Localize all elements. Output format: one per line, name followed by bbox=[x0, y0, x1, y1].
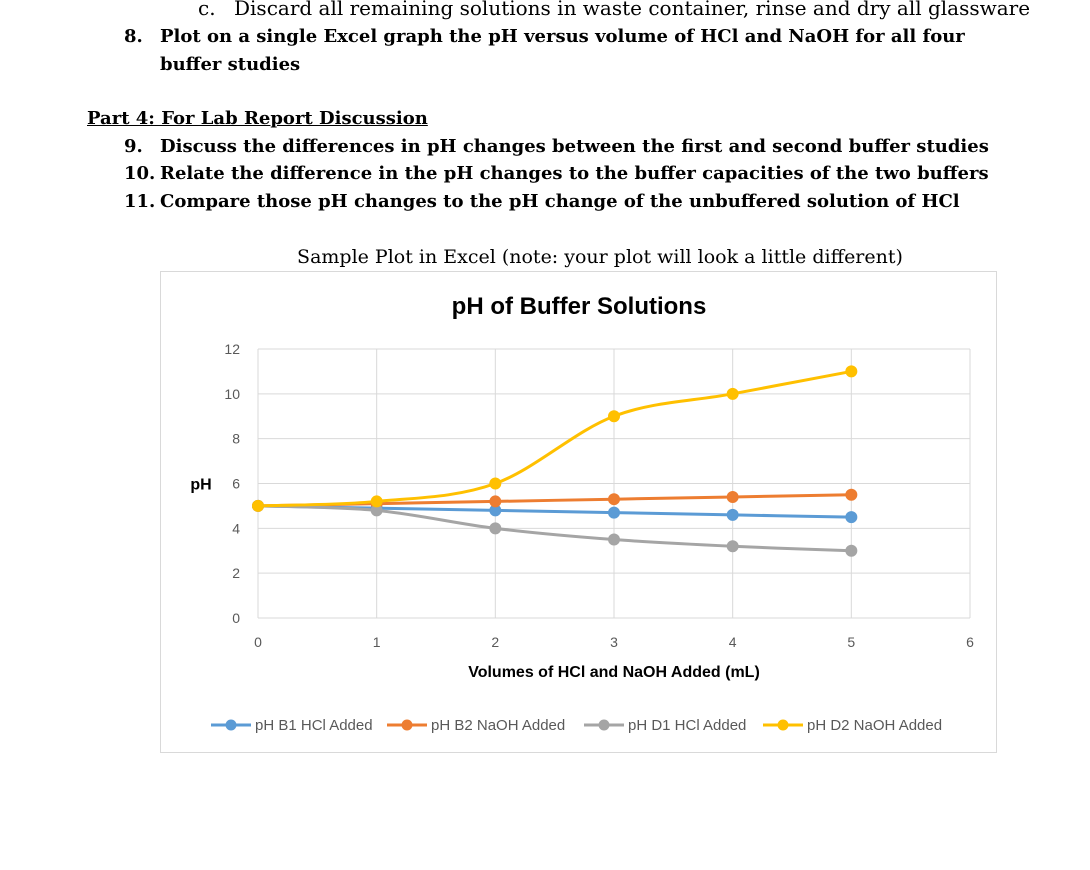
legend-swatch-marker bbox=[598, 719, 610, 731]
data-point-series-4 bbox=[252, 499, 264, 512]
data-point-series-1 bbox=[608, 506, 620, 519]
question-marker: 10. bbox=[124, 163, 156, 184]
y-tick-label: 6 bbox=[232, 476, 240, 492]
x-tick-label: 5 bbox=[847, 634, 855, 650]
series-line-4 bbox=[256, 369, 853, 508]
question-text: Relate the difference in the pH changes … bbox=[160, 163, 989, 184]
y-tick-label: 10 bbox=[224, 386, 240, 402]
y-tick-label: 4 bbox=[232, 520, 240, 536]
data-point-series-1 bbox=[845, 511, 858, 524]
data-point-series-4 bbox=[608, 410, 620, 423]
question-11: 11. Compare those pH changes to the pH ch… bbox=[124, 191, 960, 212]
legend-entry: pH B2 NaOH Added bbox=[431, 717, 565, 734]
question-text: Discuss the differences in pH changes be… bbox=[160, 136, 989, 157]
y-tick-label: 12 bbox=[224, 341, 240, 357]
legend-entry: pH D2 NaOH Added bbox=[807, 717, 942, 734]
question-marker: 9. bbox=[124, 136, 143, 157]
x-tick-label: 0 bbox=[254, 634, 262, 650]
question-10: 10. Relate the difference in the pH chang… bbox=[124, 163, 989, 184]
y-tick-label: 2 bbox=[232, 565, 240, 581]
data-point-series-3 bbox=[845, 544, 858, 557]
legend-swatch-marker bbox=[225, 719, 237, 731]
item-text: Plot on a single Excel graph the pH vers… bbox=[160, 26, 965, 47]
item-text: Discard all remaining solutions in waste… bbox=[234, 0, 1031, 20]
data-point-series-3 bbox=[608, 533, 620, 546]
item-marker: 8. bbox=[124, 26, 143, 47]
data-point-series-2 bbox=[845, 488, 858, 501]
legend-swatch-marker bbox=[401, 719, 413, 731]
legend-entry: pH B1 HCl Added bbox=[255, 717, 373, 734]
data-point-series-4 bbox=[489, 477, 502, 490]
data-point-series-4 bbox=[726, 387, 739, 400]
y-tick-label: 0 bbox=[232, 610, 240, 626]
data-point-series-4 bbox=[370, 495, 383, 508]
series-line-3 bbox=[256, 504, 853, 553]
question-text: Compare those pH changes to the pH chang… bbox=[160, 191, 960, 212]
data-point-series-1 bbox=[726, 508, 739, 521]
question-9: 9. Discuss the differences in pH changes … bbox=[124, 136, 989, 157]
x-tick-label: 6 bbox=[966, 634, 974, 650]
instruction-8: 8. Plot on a single Excel graph the pH ve… bbox=[124, 26, 965, 47]
item-marker: c. bbox=[198, 0, 216, 20]
chart-title: pH of Buffer Solutions bbox=[452, 293, 707, 320]
legend-swatch-marker bbox=[777, 719, 789, 731]
chart-caption: Sample Plot in Excel (note: your plot wi… bbox=[297, 246, 903, 268]
data-point-series-2 bbox=[726, 490, 739, 503]
x-tick-label: 2 bbox=[491, 634, 499, 650]
x-tick-label: 4 bbox=[729, 634, 737, 650]
data-point-series-2 bbox=[608, 493, 620, 506]
chart-area: 0 2 4 6 8 10 12 0 1 2 3 4 5 6 pH of Buffer Solutions Vo… bbox=[160, 271, 997, 753]
x-tick-label: 1 bbox=[373, 634, 381, 650]
data-point-series-2 bbox=[489, 495, 502, 508]
instruction-c: c. Discard all remaining solutions in was… bbox=[198, 0, 1030, 20]
x-axis-label: Volumes of HCl and NaOH Added (mL) bbox=[468, 664, 760, 681]
question-marker: 11. bbox=[124, 191, 156, 212]
y-axis-label: pH bbox=[190, 477, 211, 494]
part4-heading: Part 4: For Lab Report Discussion bbox=[87, 108, 428, 129]
legend-entry: pH D1 HCl Added bbox=[628, 717, 746, 734]
instruction-8-continued: buffer studies bbox=[160, 54, 301, 75]
data-point-series-3 bbox=[726, 540, 739, 553]
data-point-series-4 bbox=[845, 365, 858, 378]
x-tick-label: 3 bbox=[610, 634, 618, 650]
data-point-series-3 bbox=[489, 522, 502, 535]
y-tick-label: 8 bbox=[232, 431, 240, 447]
